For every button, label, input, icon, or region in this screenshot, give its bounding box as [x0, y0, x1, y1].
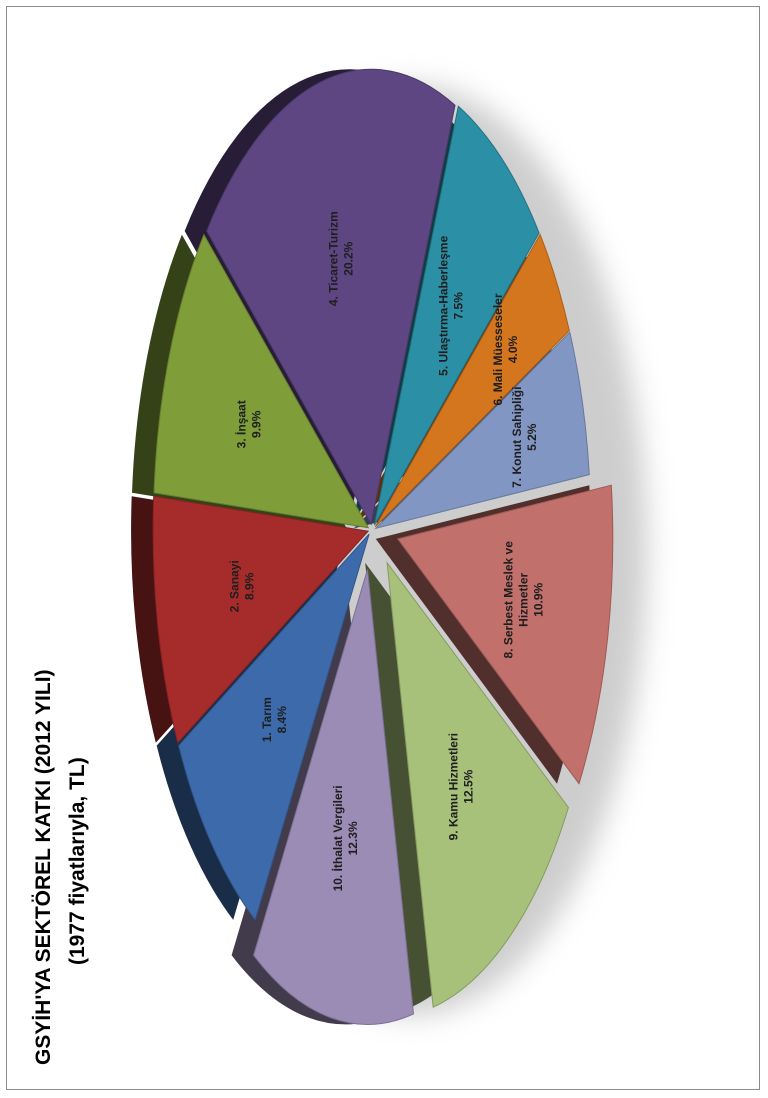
pie-slice-9-kamu-hizmetleri: [386, 561, 569, 1008]
chart-title: GSYİH'YA SEKTÖREL KATKI (2012 YILI): [32, 669, 55, 1065]
slice-label-10-i-thalat-vergileri: 10. İthalat Vergileri 12.3%: [330, 785, 360, 891]
slice-name-label: 6. Mali Müesseseler: [491, 293, 505, 405]
slice-name-label: 9. Kamu Hizmetleri: [447, 733, 461, 840]
slice-percent-label: 20.2%: [342, 241, 356, 275]
slice-label-1-tar-m: 1. Tarım 8.4%: [260, 697, 289, 742]
slice-percent-label: 12.3%: [346, 821, 360, 855]
slice-name-label: 10. İthalat Vergileri: [330, 785, 345, 891]
slice-label-8-serbest-meslek-ve-hizmetler: 8. Serbest Meslek ve Hizmetler 10.9%: [502, 541, 546, 659]
slice-percent-label: 12.5%: [462, 769, 476, 803]
slice-label-6-mali-m-esseseler: 6. Mali Müesseseler 4.0%: [491, 293, 520, 405]
slice-label-4-ticaret-turizm: 4. Ticaret-Turizm 20.2%: [327, 211, 356, 306]
slice-label-5-ula-t-rma-haberle-me: 5. Ulaştırma-Haberleşme 7.5%: [437, 235, 466, 375]
chart-title-group: GSYİH'YA SEKTÖREL KATKI (2012 YILI) (197…: [32, 669, 89, 1065]
slice-percent-label: 8.9%: [242, 572, 256, 600]
pie-labels: 1. Tarım 8.4% 2. Sanayi 8.9% 3. İnşaat 9.9% 4.…: [227, 211, 545, 891]
slice-percent-label: 8.4%: [275, 706, 289, 734]
pie-slice-7-konut-sahipli-i: [374, 331, 590, 530]
slice-name-label: 2. Sanayi: [227, 560, 241, 612]
slice-percent-label: 7.5%: [452, 292, 466, 320]
slice-label-2-sanayi: 2. Sanayi 8.9%: [227, 560, 256, 612]
pie-slice-5-ula-t-rma-haberle-me: [373, 105, 540, 526]
pie-slices: [131, 68, 614, 1025]
slice-percent-label: 4.0%: [506, 335, 520, 363]
slice-label-7-konut-sahipli-i: 7. Konut Sahipliği 5.2%: [510, 387, 539, 488]
slice-name-label: 5. Ulaştırma-Haberleşme: [437, 235, 451, 375]
slice-name-label: 8. Serbest Meslek ve: [502, 541, 516, 659]
pie-slice-1-tar-m: [178, 533, 370, 921]
pie-slice-4-ticaret-turizm: [206, 68, 456, 526]
slice-name-label: 3. İnşaat: [233, 400, 248, 448]
slice-name-label: 1. Tarım: [260, 697, 274, 742]
slice-percent-label: 9.9%: [249, 410, 263, 438]
slice-name-label: Hizmetler: [517, 572, 531, 626]
slice-name-label: 7. Konut Sahipliği: [510, 387, 524, 488]
slice-label-3-i-n-aat: 3. İnşaat 9.9%: [233, 400, 263, 448]
slice-name-label: 4. Ticaret-Turizm: [327, 211, 341, 306]
pie-slice-3-i-n-aat: [153, 233, 370, 529]
pie-slice-6-mali-m-esseseler: [374, 233, 570, 528]
pie-slice-2-sanayi: [152, 495, 370, 744]
slice-percent-label: 5.2%: [525, 423, 539, 451]
slice-label-9-kamu-hizmetleri: 9. Kamu Hizmetleri 12.5%: [447, 733, 476, 840]
chart-frame: [6, 6, 760, 1090]
pie-slice-10-i-thalat-vergileri: [253, 569, 415, 1025]
slice-percent-label: 10.9%: [532, 582, 546, 616]
pie-slice-8-serbest-meslek-ve-hizmetler: [396, 484, 614, 785]
chart-subtitle: (1977 fiyatlarıyla, TL): [66, 757, 89, 965]
